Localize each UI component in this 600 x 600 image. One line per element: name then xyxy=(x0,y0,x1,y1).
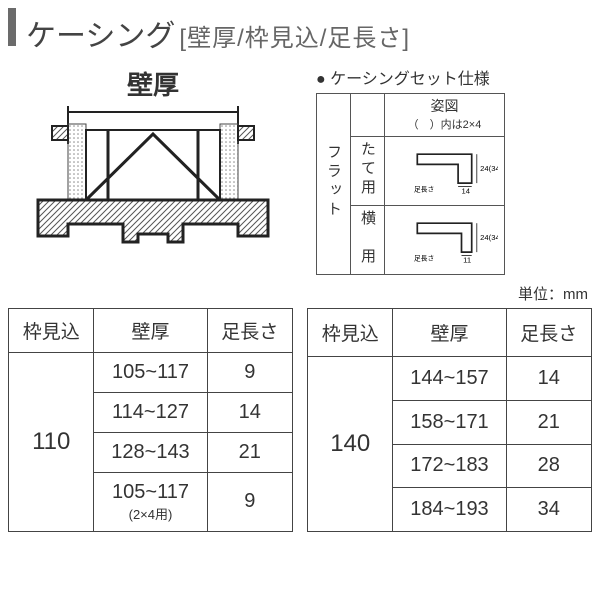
spec-col-header-note: （ ）内は2×4 xyxy=(408,119,482,131)
group-left: 110 xyxy=(9,352,94,531)
diagram-label: 壁厚 xyxy=(8,65,298,102)
shape1-height: 24(34) xyxy=(480,164,498,173)
cell: 34 xyxy=(506,488,591,532)
cell-wall: 105~117 xyxy=(112,481,189,503)
cell: 114~127 xyxy=(94,392,207,432)
unit-label: 単位：mm xyxy=(8,283,588,304)
cell: 21 xyxy=(207,432,292,472)
upper-section: 壁厚 xyxy=(8,65,592,275)
cell: 105~117 (2×4用) xyxy=(94,472,207,531)
shape2-foot-val: 11 xyxy=(463,255,471,264)
spec-group-label: フラット xyxy=(323,144,344,220)
th-c3: 足長さ xyxy=(506,308,591,356)
spec-heading: ● ケーシングセット仕様 xyxy=(316,65,592,89)
cell: 9 xyxy=(207,472,292,531)
shape1-foot-val: 14 xyxy=(462,186,471,195)
th-c2: 壁厚 xyxy=(393,308,506,356)
cross-section-icon xyxy=(8,104,298,264)
cell: 158~171 xyxy=(393,400,506,444)
cell: 9 xyxy=(207,352,292,392)
cell: 144~157 xyxy=(393,357,506,401)
spec-block: ● ケーシングセット仕様 フラット 姿図 （ ）内は2×4 たて用 24(34) xyxy=(316,65,592,275)
cell: 28 xyxy=(506,444,591,488)
spec-row1-label: たて用 xyxy=(357,141,378,198)
cell: 172~183 xyxy=(393,444,506,488)
th-c1: 枠見込 xyxy=(9,308,94,352)
group-right: 140 xyxy=(308,357,393,532)
profile-tate-icon: 24(34) 足長さ 14 xyxy=(391,144,498,195)
data-tables: 枠見込 壁厚 足長さ 110 105~117 9 114~127 14 128~… xyxy=(8,308,592,532)
shape2-foot-label: 足長さ xyxy=(414,255,434,263)
cell: 21 xyxy=(506,400,591,444)
cell: 105~117 xyxy=(94,352,207,392)
th-c3: 足長さ xyxy=(207,308,292,352)
accent-bar xyxy=(8,8,16,46)
title-main: ケーシング xyxy=(26,11,175,55)
cell: 128~143 xyxy=(94,432,207,472)
spec-col-header: 姿図 xyxy=(431,98,459,114)
page-title-row: ケーシング [壁厚/枠見込/足長さ] xyxy=(8,8,592,55)
th-c2: 壁厚 xyxy=(94,308,207,352)
cell: 184~193 xyxy=(393,488,506,532)
th-c1: 枠見込 xyxy=(308,308,393,356)
title-sub: [壁厚/枠見込/足長さ] xyxy=(179,18,410,53)
cell-note: (2×4用) xyxy=(98,504,202,523)
cell: 14 xyxy=(506,357,591,401)
cell: 14 xyxy=(207,392,292,432)
diagram-block: 壁厚 xyxy=(8,65,298,275)
shape2-height: 24(34) xyxy=(480,233,498,242)
spec-row2-label: 横 用 xyxy=(357,210,378,267)
table-left: 枠見込 壁厚 足長さ 110 105~117 9 114~127 14 128~… xyxy=(8,308,293,532)
shape1-foot-label: 足長さ xyxy=(414,186,434,194)
spec-table: フラット 姿図 （ ）内は2×4 たて用 24(34) 足長さ 14 xyxy=(316,93,505,275)
profile-yoko-icon: 24(34) 足長さ 11 xyxy=(391,213,498,264)
table-right: 枠見込 壁厚 足長さ 140 144~157 14 158~171 21 172… xyxy=(307,308,592,532)
